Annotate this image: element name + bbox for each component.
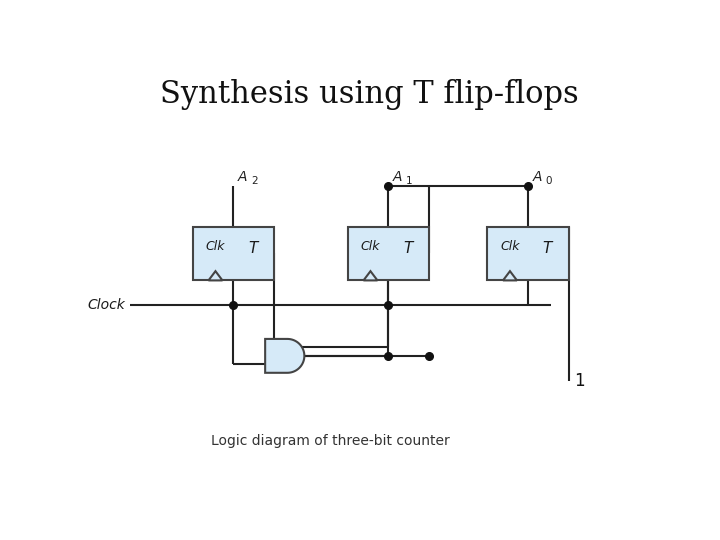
Polygon shape (265, 339, 305, 373)
Text: T: T (543, 240, 552, 255)
Text: T: T (248, 240, 258, 255)
Text: Logic diagram of three-bit counter: Logic diagram of three-bit counter (211, 434, 449, 448)
Bar (193, 226, 274, 280)
Bar (487, 226, 569, 280)
Bar (348, 226, 429, 280)
Text: A: A (238, 170, 248, 184)
Text: Clk: Clk (500, 240, 520, 253)
Text: A: A (533, 170, 542, 184)
Polygon shape (209, 271, 222, 280)
Text: Clock: Clock (88, 298, 126, 312)
Polygon shape (364, 271, 377, 280)
Text: 0: 0 (546, 177, 552, 186)
Text: A: A (393, 170, 402, 184)
Text: Synthesis using T flip-flops: Synthesis using T flip-flops (160, 79, 578, 110)
Text: Clk: Clk (206, 240, 225, 253)
Text: 2: 2 (251, 177, 258, 186)
Text: Clk: Clk (361, 240, 380, 253)
Text: 1: 1 (406, 177, 413, 186)
Text: T: T (403, 240, 413, 255)
Polygon shape (503, 271, 517, 280)
Text: 1: 1 (574, 372, 585, 389)
